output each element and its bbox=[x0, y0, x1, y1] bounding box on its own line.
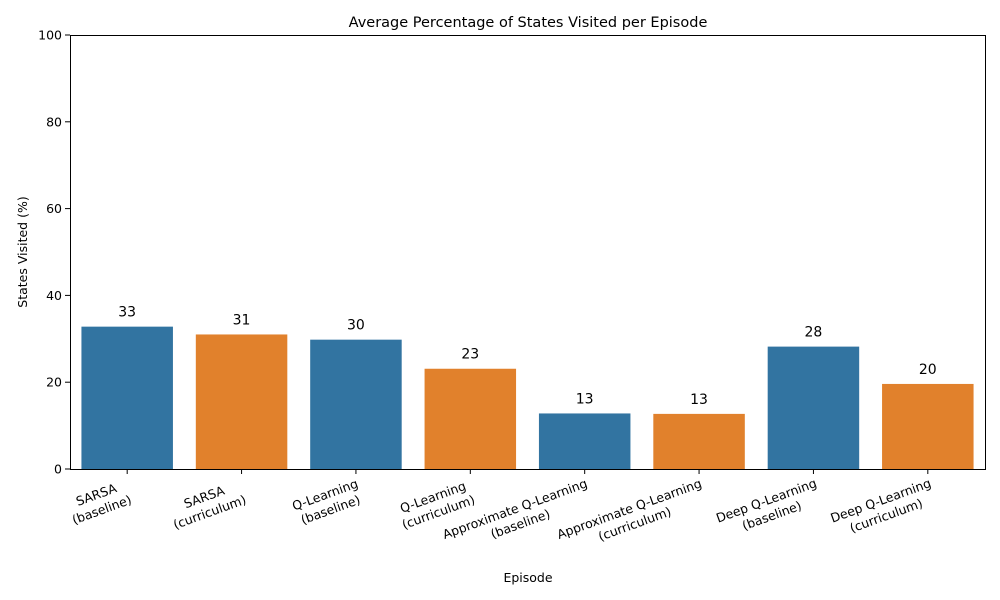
bar-value-label: 20 bbox=[919, 362, 937, 378]
bar bbox=[767, 346, 860, 469]
x-tick-label: Q-Learning(baseline) bbox=[290, 476, 365, 529]
svg-text:Q-Learning(baseline): Q-Learning(baseline) bbox=[290, 476, 365, 529]
bar bbox=[882, 383, 974, 469]
svg-text:SARSA(curriculum): SARSA(curriculum) bbox=[166, 477, 248, 532]
chart-title: Average Percentage of States Visited per… bbox=[349, 15, 708, 31]
bar bbox=[424, 368, 517, 469]
x-axis-label: Episode bbox=[503, 570, 552, 585]
bar-value-label: 30 bbox=[347, 318, 365, 334]
plot-frame bbox=[70, 35, 986, 470]
bar bbox=[81, 326, 173, 469]
bar bbox=[310, 339, 402, 469]
y-tick-label: 0 bbox=[54, 462, 62, 477]
x-tick-label: Deep Q-Learning(curriculum) bbox=[828, 475, 938, 540]
plot-area: 33 31 30 23 13 13 28 20 bbox=[81, 305, 974, 469]
x-tick-label: SARSA(baseline) bbox=[64, 477, 133, 527]
svg-text:SARSA(baseline): SARSA(baseline) bbox=[64, 477, 133, 527]
bar-value-label: 31 bbox=[233, 312, 251, 328]
bar-value-label: 28 bbox=[805, 325, 823, 341]
x-tick-label: Deep Q-Learning(baseline) bbox=[714, 475, 824, 540]
y-tick-label: 20 bbox=[46, 375, 62, 390]
y-tick-label: 80 bbox=[46, 114, 62, 129]
y-tick-label: 60 bbox=[46, 201, 62, 216]
bar-value-label: 13 bbox=[690, 392, 708, 408]
bar bbox=[538, 413, 631, 469]
bar-value-label: 33 bbox=[118, 305, 136, 321]
y-tick-label: 40 bbox=[46, 288, 62, 303]
svg-text:Deep Q-Learning(curriculum): Deep Q-Learning(curriculum) bbox=[828, 475, 938, 540]
x-tick-label: SARSA(curriculum) bbox=[166, 477, 248, 533]
y-tick-label: 100 bbox=[38, 28, 62, 43]
bar-value-label: 13 bbox=[576, 391, 594, 407]
svg-text:Deep Q-Learning(baseline): Deep Q-Learning(baseline) bbox=[714, 475, 824, 540]
y-axis-label: States Visited (%) bbox=[15, 196, 30, 307]
bar bbox=[653, 413, 745, 469]
bar-value-label: 23 bbox=[461, 347, 479, 363]
bar bbox=[195, 334, 288, 469]
